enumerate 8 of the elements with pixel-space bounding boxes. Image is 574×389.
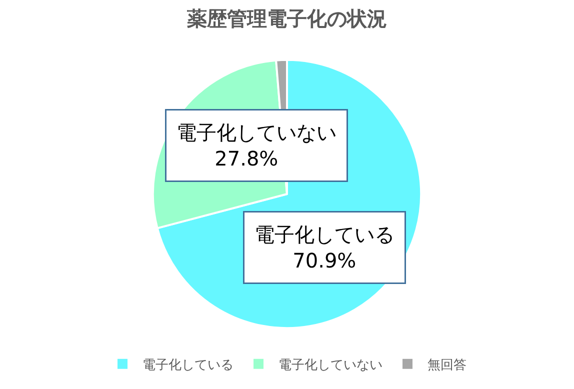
legend-label: 電子化していない xyxy=(278,358,382,373)
data-label: 70.9% xyxy=(254,248,356,272)
slice-label: 電子化している xyxy=(254,222,394,246)
legend-label: 無回答 xyxy=(428,358,466,373)
slice-label: 電子化していない xyxy=(176,120,336,144)
chart-title: 薬歴管理電子化の状況 xyxy=(186,6,387,31)
legend-label: 電子化している xyxy=(142,358,234,373)
data-label: 27.8% xyxy=(176,146,278,170)
